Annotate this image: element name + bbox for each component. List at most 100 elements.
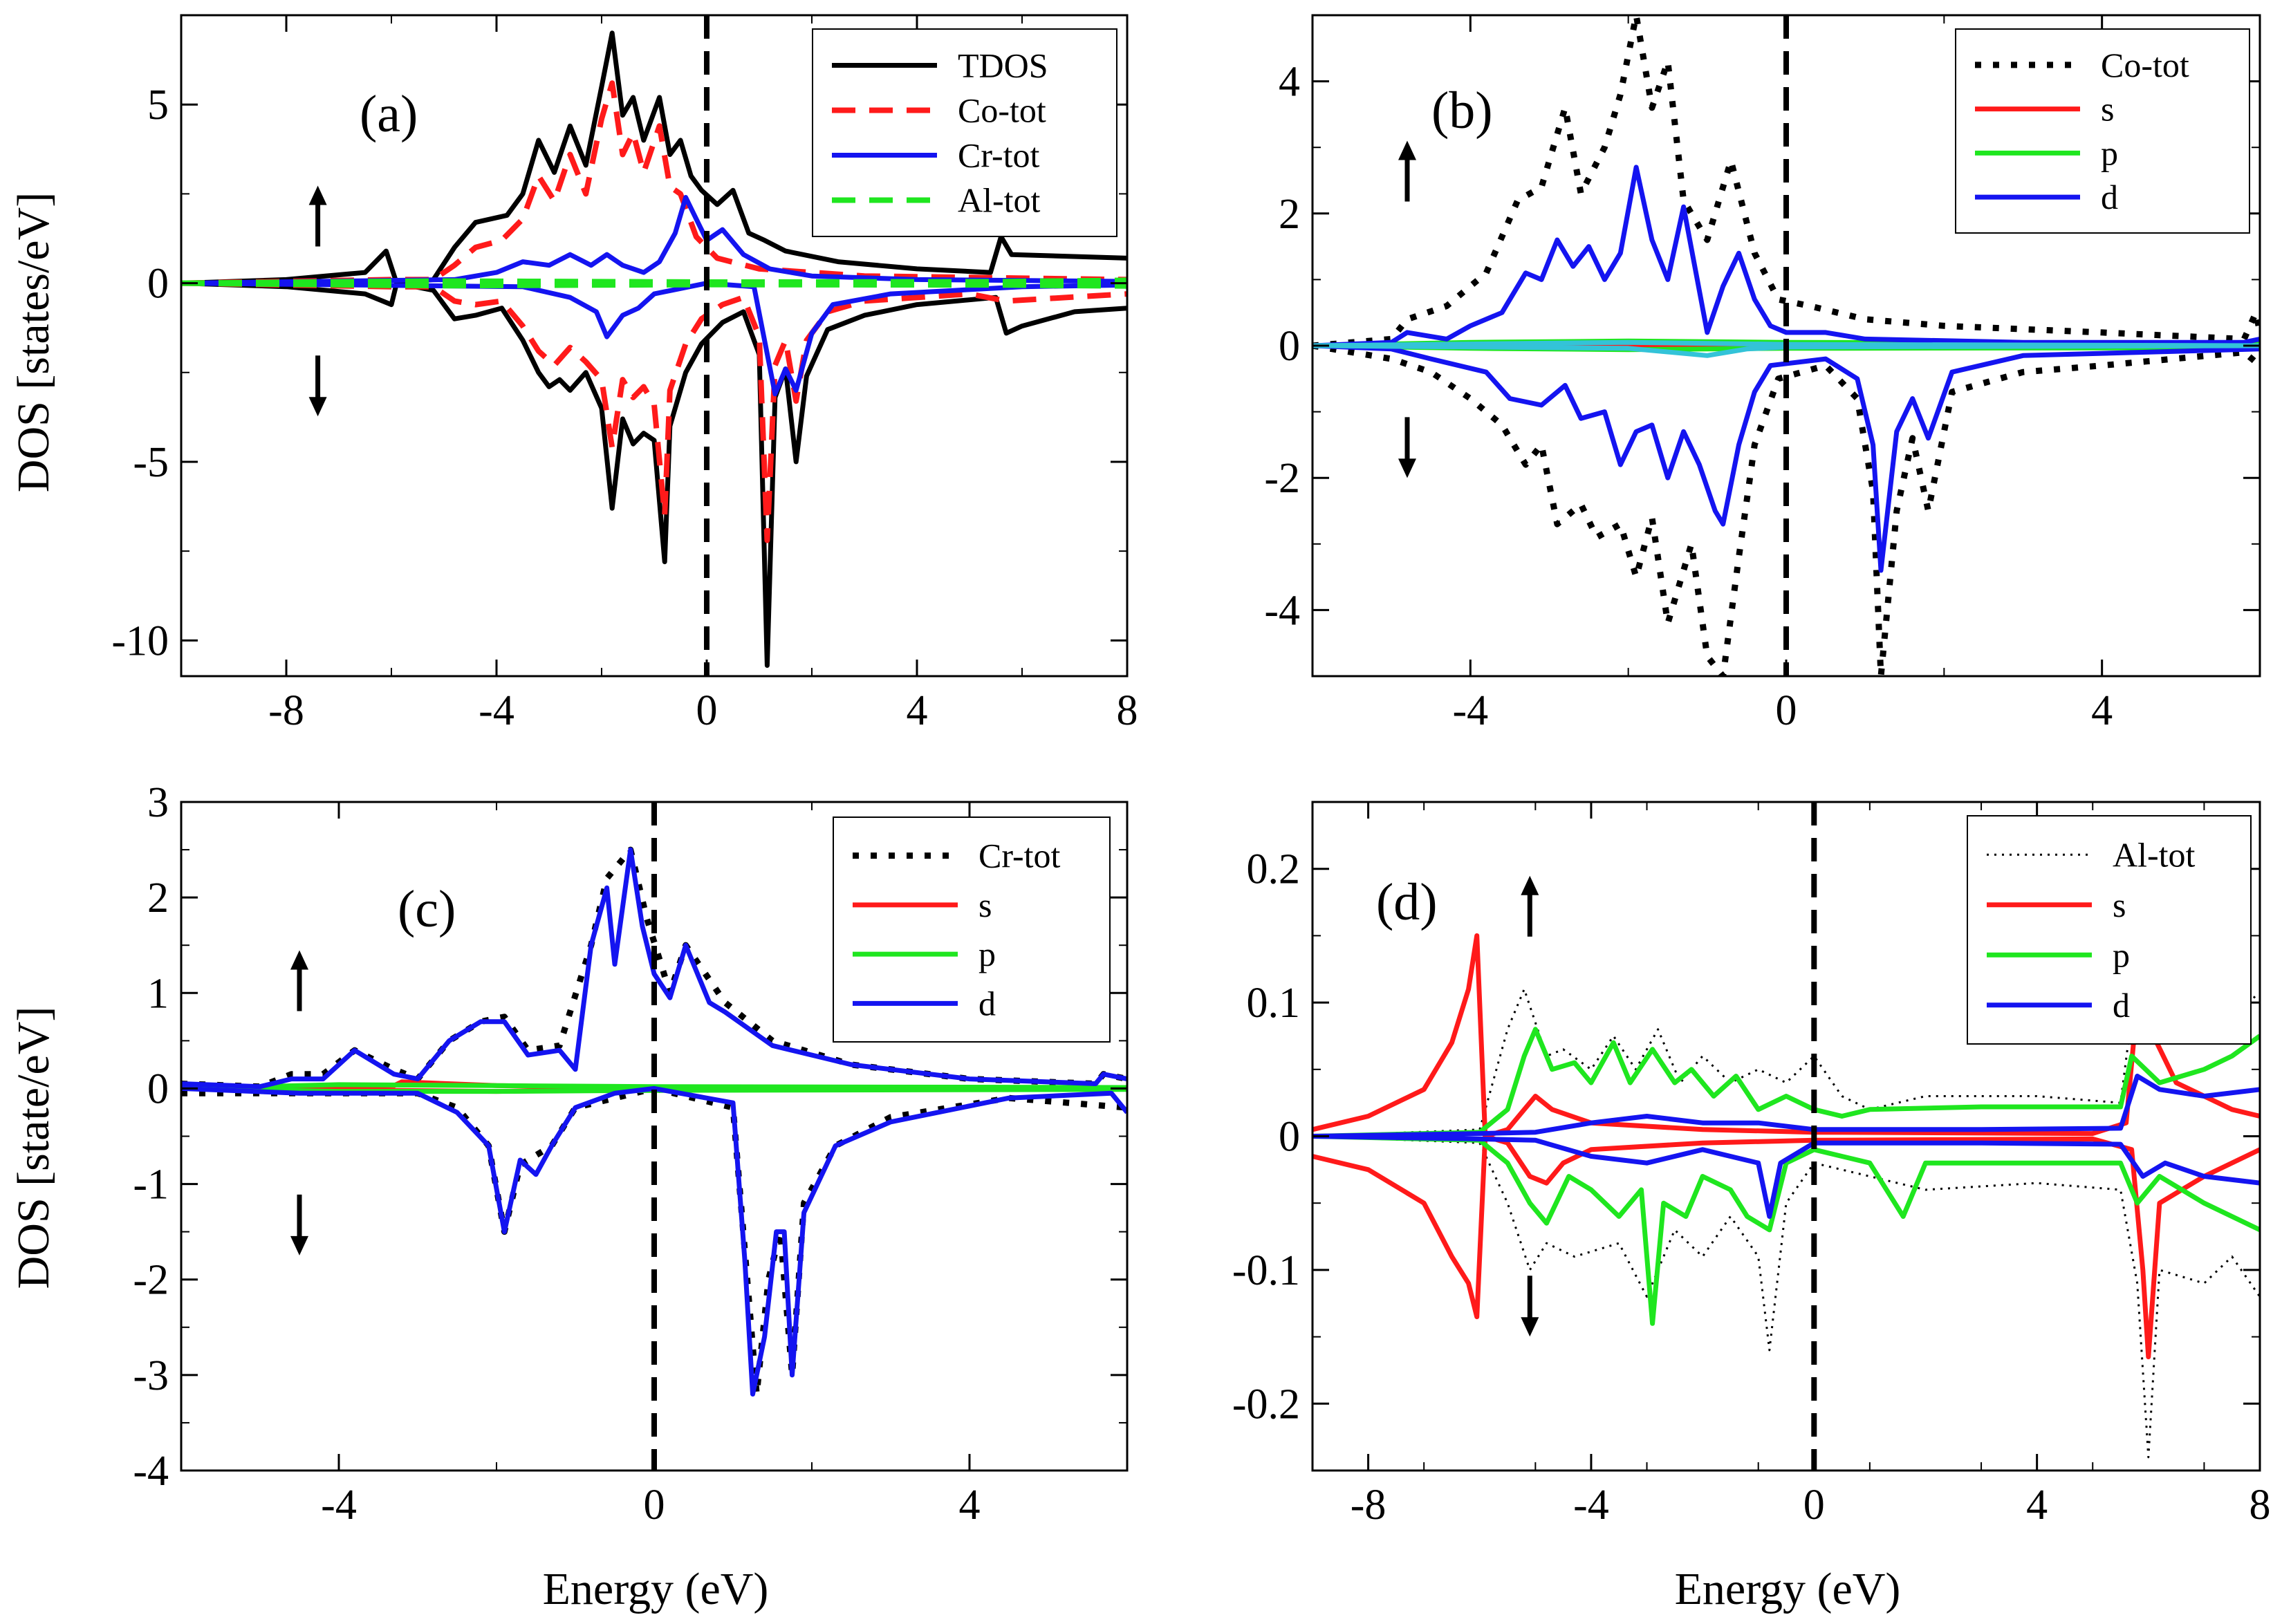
legend-entry-label: Co-tot (958, 91, 1046, 130)
y-tick-label: 0 (147, 1065, 169, 1112)
y-tick-label: 0.2 (1247, 846, 1301, 893)
series-co-tot-spin-down-line (181, 280, 1127, 543)
x-axis-label-left: Energy (eV) (543, 1564, 769, 1614)
legend-entry-label: p (2101, 133, 2118, 172)
curves-a (181, 30, 1127, 668)
legend-entry-label: d (2113, 986, 2130, 1025)
series-tdos-spin-up-line (181, 30, 1127, 286)
series-al-tot-spin-up-line (1312, 974, 2260, 1137)
x-tick-label: 4 (907, 687, 928, 734)
legend-entry-label: s (978, 886, 992, 924)
y-tick-label: -10 (111, 617, 169, 664)
series-s-spin-down-line (1312, 1134, 2260, 1360)
y-tick-label: -4 (1264, 587, 1300, 634)
panel-label: (b) (1431, 82, 1493, 140)
series-cr-tot-spin-up-line (181, 195, 1127, 286)
spin-down-arrow-icon (1398, 417, 1416, 478)
spin-up-arrow-icon (1398, 140, 1416, 202)
series-al-tot-spin-down-line (181, 280, 1127, 289)
panel-label: (c) (398, 880, 456, 938)
curves-b (1312, 15, 2260, 676)
x-axis-label-right: Energy (eV) (1675, 1564, 1901, 1614)
series-d-spin-up-line (1312, 165, 2260, 348)
x-tick-label: 4 (2091, 687, 2113, 734)
series-d-spin-up-line (181, 847, 1127, 1090)
x-tick-label: -4 (1573, 1482, 1609, 1529)
series-d-spin-down-line (1312, 1134, 2260, 1219)
y-tick-label: 2 (147, 875, 169, 922)
y-axis-label-top: DOS [states/eV] (8, 192, 59, 492)
x-tick-label: 8 (1117, 687, 1138, 734)
panel-label: (a) (360, 85, 418, 143)
x-tick-label: -8 (1351, 1482, 1386, 1529)
x-tick-label: 8 (2249, 1482, 2271, 1529)
legend-entry-label: s (2113, 886, 2126, 924)
series-tdos-spin-down-line (181, 281, 1127, 668)
x-tick-label: -4 (1453, 687, 1489, 734)
legend-entry-label: d (978, 984, 996, 1023)
y-tick-label: 3 (147, 779, 169, 826)
legend-entry-label: Al-tot (2113, 835, 2196, 874)
legend-entry-label: TDOS (958, 46, 1048, 85)
legend-entry-label: s (2101, 90, 2114, 129)
panel-a: -8 -4 0 4 8 5 0 -5 -10 (a) TDOS Co-tot Cr-tot Al-tot (111, 14, 1138, 734)
legend-box (833, 816, 1111, 1043)
y-tick-label: -2 (133, 1257, 169, 1304)
series-d-spin-down-line (181, 1085, 1127, 1397)
legend-box (1967, 815, 2252, 1045)
spin-down-arrow-icon (290, 1194, 308, 1256)
y-tick-label: 0 (1279, 1114, 1300, 1161)
x-tick-label: 4 (2026, 1482, 2048, 1529)
x-tick-label: 0 (1776, 687, 1797, 734)
series-p-spin-up-line (181, 1082, 1127, 1091)
panel-c: -4 0 4 3 2 1 0 -1 -2 -3 -4 (c) Cr-tot spd (133, 779, 1129, 1529)
series-al-tot-spin-down-line (1312, 1135, 2260, 1459)
y-tick-label: -1 (133, 1161, 169, 1208)
legend: Al-tot spd (1967, 815, 2252, 1045)
spin-up-arrow-icon (290, 950, 308, 1011)
series-al-tot-spin-up-line (181, 277, 1127, 286)
legend-entry-label: p (978, 935, 996, 973)
spin-up-arrow-icon (1521, 875, 1539, 937)
series-p-spin-up-line (1312, 1027, 2260, 1139)
y-tick-label: 1 (147, 970, 169, 1017)
series-co-tot-spin-up-line (181, 80, 1127, 286)
x-tick-label: 4 (959, 1482, 981, 1529)
x-tick-label: 0 (1803, 1482, 1825, 1529)
panel-b: -4 0 4 4 2 0 -2 -4 (b) Co-tot spd (1264, 14, 2261, 734)
legend: TDOS Co-tot Cr-tot Al-tot (812, 28, 1117, 237)
spin-down-arrow-icon (1521, 1276, 1539, 1337)
legend-entry-label: Cr-tot (958, 136, 1040, 175)
y-tick-label: 0.1 (1247, 980, 1301, 1027)
y-tick-label: 2 (1279, 191, 1300, 238)
x-tick-label: -4 (479, 687, 514, 734)
spin-up-arrow-icon (308, 185, 327, 247)
x-tick-label: -8 (268, 687, 304, 734)
legend: Co-tot spd (1955, 28, 2250, 234)
x-tick-label: -4 (321, 1482, 357, 1529)
y-tick-label: 5 (147, 82, 169, 129)
y-tick-label: 4 (1279, 59, 1300, 106)
curves-c (181, 846, 1127, 1397)
panel-label: (d) (1376, 873, 1438, 931)
legend-entry-label: d (2101, 178, 2118, 216)
series-unlabeled-4-spin-down-line (1312, 343, 2260, 358)
y-tick-label: -0.1 (1232, 1247, 1300, 1294)
legend-entry-label: Al-tot (958, 181, 1041, 220)
legend-entry-label: p (2113, 935, 2130, 974)
series-p-spin-down-line (1312, 1134, 2260, 1326)
spin-down-arrow-icon (308, 355, 327, 417)
series-d-spin-down-line (1312, 343, 2260, 573)
y-axis-label-bottom: DOS [state/eV] (8, 1007, 59, 1289)
y-tick-label: -3 (133, 1352, 169, 1399)
plot-frame (180, 14, 1129, 678)
legend-entry-label: Cr-tot (978, 837, 1061, 875)
y-tick-label: -5 (133, 439, 169, 486)
y-tick-label: -4 (133, 1448, 169, 1495)
y-tick-label: -2 (1264, 455, 1300, 502)
x-tick-label: 0 (644, 1482, 665, 1529)
panel-d: -8 -4 0 4 8 0.2 0.1 0 -0.1 -0.2 (d) Al-tot spd (1232, 801, 2271, 1529)
x-tick-label: 0 (696, 687, 718, 734)
y-tick-label: 0 (1279, 323, 1300, 370)
